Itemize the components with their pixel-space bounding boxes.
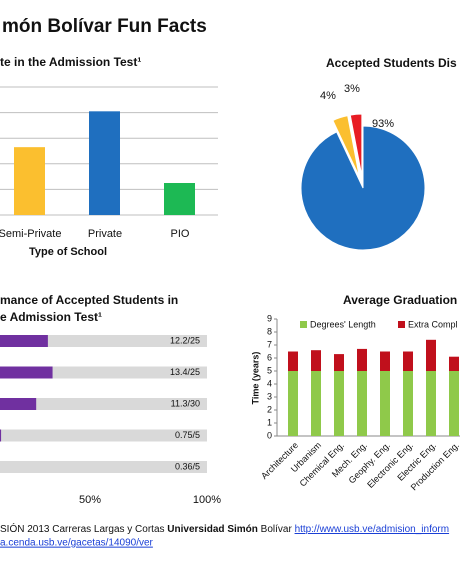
x-axis-label: Type of School	[29, 246, 107, 258]
y-tick-label: 2	[267, 404, 272, 414]
bar	[0, 429, 2, 442]
bar-segment	[449, 371, 459, 436]
bar-segment	[357, 348, 367, 371]
chart-title: te in the Admission Test¹	[0, 55, 141, 69]
x-tick-label: Architecture	[259, 440, 300, 481]
bar-segment	[403, 351, 413, 371]
legend-swatch	[300, 321, 307, 328]
slide-title: món Bolívar Fun Facts	[2, 16, 207, 37]
bar-label: 0.75/5	[175, 430, 200, 440]
data-label: 3%	[344, 83, 360, 95]
y-tick-label: 5	[267, 365, 272, 375]
bar-segment	[449, 356, 459, 371]
bar	[89, 111, 120, 215]
data-label: 93%	[372, 118, 394, 130]
y-tick-label: 7	[267, 339, 272, 349]
bar-segment	[288, 371, 298, 436]
bar-segment	[334, 354, 344, 371]
x-tick-label: 100%	[193, 494, 221, 506]
chart-title: Accepted Students Dis	[326, 56, 457, 70]
y-tick-label: 8	[267, 326, 272, 336]
x-tick-label: Semi-Private	[0, 228, 61, 240]
bar-segment	[426, 339, 436, 371]
y-tick-label: 9	[267, 313, 272, 323]
pie-slice	[300, 125, 426, 251]
footer-link[interactable]: a.cenda.usb.ve/gacetas/14090/ver	[0, 538, 154, 549]
y-tick-label: 3	[267, 391, 272, 401]
bar-track	[0, 335, 207, 347]
pie-slice	[349, 113, 363, 177]
x-tick-label: 50%	[79, 494, 101, 506]
footer-line: SIÓN 2013 Carreras Largas y Cortas Unive…	[0, 522, 449, 535]
bar-label: 0.36/5	[175, 461, 200, 471]
bar-label: 11.3/30	[171, 398, 200, 408]
y-tick-label: 4	[267, 378, 272, 388]
bar-segment	[357, 371, 367, 436]
x-tick-label: Private	[88, 228, 122, 240]
bar-segment	[380, 351, 390, 371]
chart-title: mance of Accepted Students in	[0, 293, 178, 307]
bar	[0, 335, 48, 347]
bar-segment	[288, 351, 298, 371]
y-tick-label: 0	[267, 430, 272, 440]
legend-label: Extra Compl	[408, 319, 458, 329]
bar-label: 12.2/25	[170, 335, 200, 345]
bar-segment	[334, 371, 344, 436]
footer-text: Bolívar	[258, 524, 295, 535]
bar-track	[0, 429, 207, 442]
bar	[14, 147, 45, 215]
bar-segment	[380, 371, 390, 436]
bar-track	[0, 398, 207, 410]
bar-segment	[426, 371, 436, 436]
bar-label: 13.4/25	[170, 367, 200, 377]
y-axis-label: Time (years)	[250, 352, 260, 405]
y-tick-label: 6	[267, 352, 272, 362]
legend-swatch	[398, 321, 405, 328]
bar	[0, 398, 37, 410]
data-label: 4%	[320, 90, 336, 102]
legend-label: Degrees' Length	[310, 319, 376, 329]
bar	[164, 183, 195, 215]
footer-bold: Universidad Simón	[167, 524, 258, 535]
footer-text: SIÓN 2013 Carreras Largas y Cortas	[0, 522, 167, 535]
pie-slice	[332, 115, 360, 177]
y-tick-label: 1	[267, 417, 272, 427]
chart-title: e Admission Test¹	[0, 310, 102, 324]
footer-link[interactable]: http://www.usb.ve/admision_inform	[295, 524, 450, 535]
chart-title: Average Graduation	[343, 293, 457, 307]
x-tick-label: PIO	[171, 228, 190, 240]
bar-segment	[311, 350, 321, 371]
bar-segment	[403, 371, 413, 436]
bar-track	[0, 461, 207, 473]
bar	[0, 366, 53, 379]
bar-segment	[311, 371, 321, 436]
